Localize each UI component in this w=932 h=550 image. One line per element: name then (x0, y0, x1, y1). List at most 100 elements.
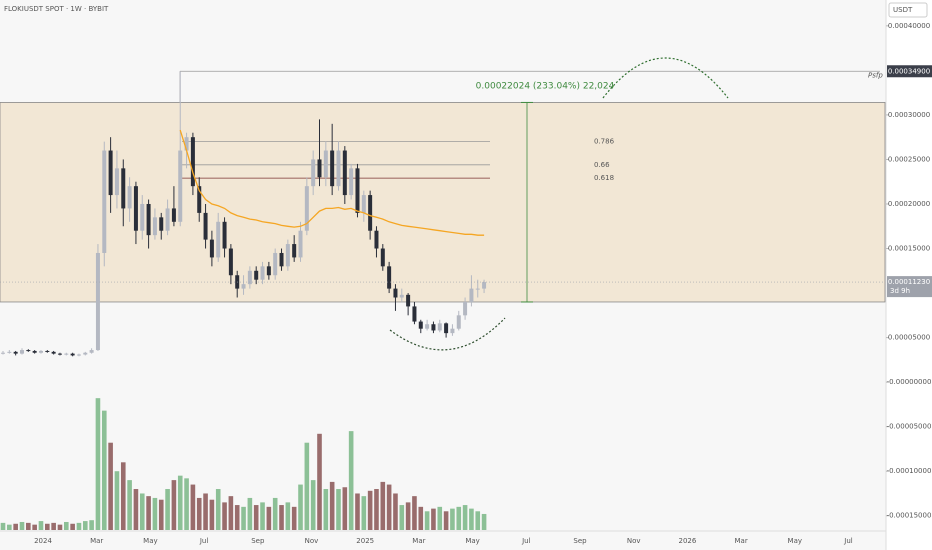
fib-label: 0.618 (594, 174, 614, 182)
volume-bar (279, 505, 284, 530)
candle-body (368, 195, 373, 231)
volume-bar (64, 521, 69, 530)
volume-bar (361, 496, 367, 530)
candle-body (406, 294, 411, 307)
candle-body (114, 168, 119, 196)
candle-body (260, 266, 265, 280)
candle-body (203, 212, 208, 240)
candle-body (26, 350, 31, 352)
candle-body (171, 208, 176, 222)
y-tick-label: 0.00020000 (888, 200, 930, 208)
volume-bar (424, 511, 430, 530)
last-price-label: 0.00011230 (888, 278, 930, 286)
currency-label[interactable]: USDT (893, 6, 913, 14)
volume-bar (450, 508, 455, 530)
volume-bar (418, 506, 424, 530)
volume-bar (133, 489, 139, 530)
candle-body (108, 150, 113, 196)
candle-body (292, 244, 297, 258)
candle-body (64, 353, 69, 355)
x-tick-label: Jul (199, 537, 209, 545)
volume-bar (0, 522, 6, 530)
x-tick-label: Nov (305, 537, 319, 545)
volume-bar (114, 471, 120, 530)
volume-bar (437, 506, 443, 530)
candle-body (140, 203, 145, 231)
volume-bar (57, 524, 63, 530)
x-tick-label: Mar (412, 537, 425, 545)
candle-body (51, 351, 56, 354)
volume-bar (443, 511, 449, 530)
volume-bar (158, 499, 164, 530)
volume-bar (184, 478, 189, 530)
x-tick-label: May (143, 537, 157, 545)
volume-bar (247, 497, 253, 530)
candle-body (102, 150, 107, 253)
candle-body (412, 306, 417, 322)
volume-bar (82, 521, 88, 530)
volume-bar (399, 505, 405, 530)
volume-bar (380, 481, 386, 530)
price-axis-bg (886, 0, 932, 550)
moving-average (179, 129, 485, 236)
volume-bar (13, 523, 18, 530)
candle-body (450, 328, 455, 334)
y-tick-label: 0.00015000 (888, 245, 930, 253)
candle-body (342, 150, 347, 196)
volume-bar (412, 496, 417, 530)
volume-bar (285, 502, 291, 530)
candle-body (197, 186, 202, 213)
y-tick-label: 0.00040000 (888, 22, 930, 30)
candle-body (482, 282, 487, 289)
volume-bar (19, 521, 25, 530)
volume-bar (469, 508, 474, 530)
candle-body (1, 352, 5, 354)
candle-body (393, 288, 398, 298)
candle-body (146, 203, 151, 236)
x-tick-label: 2024 (34, 537, 52, 545)
currency-button[interactable] (888, 2, 928, 18)
candle-body (431, 324, 436, 331)
volume-bar (209, 499, 215, 530)
volume-bar (228, 496, 234, 530)
volume-bar (462, 505, 468, 530)
last-price-box (887, 276, 932, 298)
volume-bar (95, 398, 101, 530)
volume-bar (101, 410, 107, 530)
candle-body (323, 150, 328, 178)
level-price-label: 0.00034900 (888, 67, 930, 75)
level-price-box (887, 65, 932, 78)
volume-bar (266, 506, 272, 530)
candle-body (399, 294, 404, 298)
candle-body (254, 270, 259, 280)
chart-title: FLOKIUSDT SPOT · 1W · BYBIT (4, 5, 109, 13)
range-box (0, 102, 886, 303)
candle-body (57, 353, 62, 355)
y-tick-label: -0.00005000 (887, 423, 932, 431)
candle-body (298, 230, 303, 258)
candle-body (127, 186, 132, 209)
candle-body (222, 221, 227, 249)
candle-body (444, 323, 449, 334)
volume-bar (386, 484, 392, 530)
candle-body (475, 288, 480, 290)
volume-bar (139, 493, 145, 530)
candle-body (184, 137, 189, 151)
candle-body (19, 350, 24, 354)
candle-body (13, 351, 18, 354)
candle-body (317, 159, 322, 178)
volume-bar (70, 523, 75, 530)
volume-bar (165, 489, 170, 530)
candle-body (70, 353, 75, 356)
volume-bar (405, 502, 411, 530)
volume-bar (234, 505, 240, 530)
volume-bar (336, 489, 341, 530)
volume-bar (367, 490, 373, 530)
volume-bar (329, 481, 335, 530)
volume-bar (38, 521, 44, 530)
y-tick-label: -0.00000000 (887, 378, 932, 386)
x-tick-label: Jul (843, 537, 853, 545)
level-name: Psfp (868, 71, 883, 79)
candle-body (216, 221, 221, 258)
